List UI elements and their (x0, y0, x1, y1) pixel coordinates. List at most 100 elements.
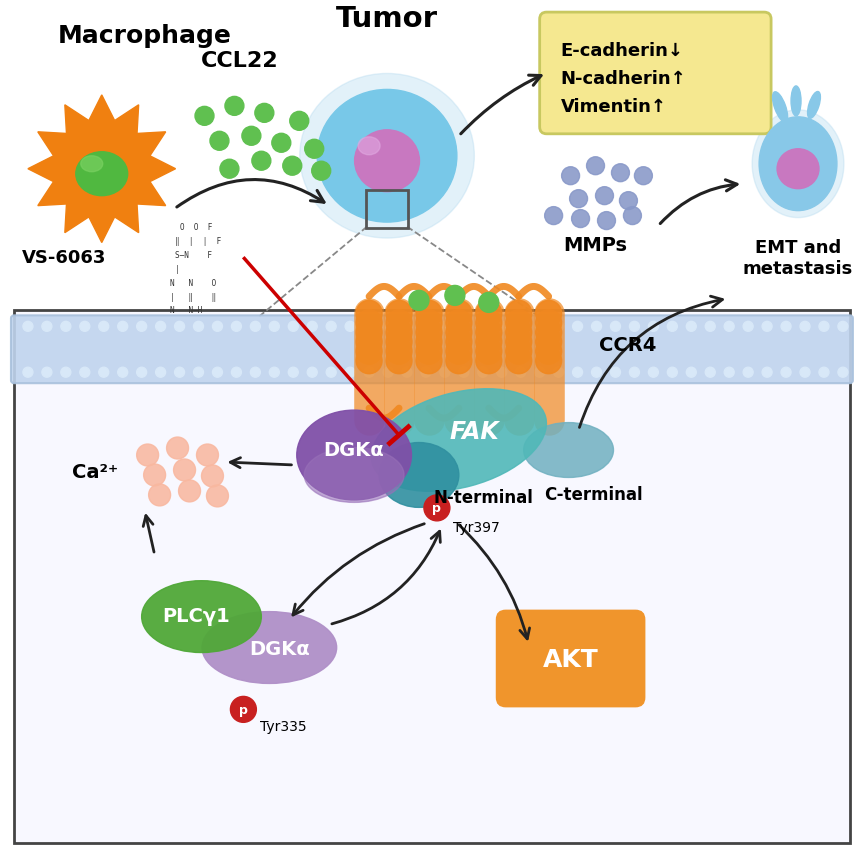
Circle shape (475, 301, 501, 326)
Circle shape (536, 329, 562, 355)
Circle shape (446, 320, 472, 345)
Circle shape (175, 321, 184, 332)
Text: ‖  |  |  F: ‖ | | F (175, 237, 221, 246)
Circle shape (386, 301, 412, 326)
Circle shape (80, 321, 90, 332)
Ellipse shape (202, 612, 337, 684)
Circle shape (178, 480, 201, 502)
Circle shape (562, 167, 579, 185)
Text: N-terminal: N-terminal (434, 489, 533, 507)
Circle shape (202, 465, 223, 487)
Circle shape (475, 310, 501, 336)
Circle shape (705, 321, 715, 332)
Circle shape (479, 292, 499, 313)
Circle shape (220, 159, 239, 178)
Circle shape (193, 321, 204, 332)
Circle shape (819, 321, 829, 332)
Circle shape (572, 210, 590, 228)
Circle shape (137, 321, 146, 332)
Text: |   ‖    ‖: | ‖ ‖ (170, 293, 216, 302)
Circle shape (459, 368, 469, 377)
Circle shape (364, 368, 374, 377)
Circle shape (42, 321, 52, 332)
Circle shape (596, 186, 613, 204)
Ellipse shape (317, 89, 457, 222)
Circle shape (586, 156, 604, 174)
Ellipse shape (772, 92, 787, 122)
Circle shape (193, 368, 204, 377)
Circle shape (416, 338, 442, 364)
Circle shape (402, 368, 412, 377)
Text: N-cadherin↑: N-cadherin↑ (560, 70, 687, 88)
Circle shape (210, 131, 229, 150)
Circle shape (288, 321, 298, 332)
Circle shape (118, 321, 127, 332)
Circle shape (536, 338, 562, 364)
Circle shape (668, 321, 677, 332)
Circle shape (545, 207, 563, 224)
Text: DGKα: DGKα (249, 640, 310, 659)
Circle shape (137, 444, 158, 466)
Circle shape (686, 321, 696, 332)
Circle shape (611, 321, 620, 332)
Circle shape (459, 321, 469, 332)
FancyBboxPatch shape (11, 315, 853, 383)
Circle shape (356, 320, 382, 345)
Circle shape (364, 321, 374, 332)
Text: EMT and
metastasis: EMT and metastasis (743, 239, 853, 278)
Circle shape (312, 161, 331, 180)
Text: N   N—H: N N—H (170, 306, 202, 315)
Circle shape (383, 321, 393, 332)
Text: PLCγ1: PLCγ1 (163, 607, 230, 626)
Circle shape (250, 321, 261, 332)
Circle shape (307, 368, 317, 377)
Circle shape (346, 321, 355, 332)
Circle shape (800, 321, 810, 332)
Text: Tyr397: Tyr397 (453, 521, 500, 535)
Text: VS-6063: VS-6063 (22, 249, 107, 267)
Circle shape (536, 301, 562, 326)
Circle shape (781, 368, 791, 377)
Circle shape (506, 320, 532, 345)
Text: |: | (175, 265, 179, 274)
Text: p: p (239, 704, 248, 717)
Ellipse shape (379, 442, 459, 508)
Circle shape (536, 310, 562, 336)
Circle shape (619, 192, 637, 210)
Circle shape (80, 368, 90, 377)
Text: Macrophage: Macrophage (58, 24, 232, 48)
Circle shape (506, 348, 532, 374)
Circle shape (475, 329, 501, 355)
Circle shape (686, 368, 696, 377)
Circle shape (800, 368, 810, 377)
Circle shape (819, 368, 829, 377)
Circle shape (61, 368, 71, 377)
Circle shape (416, 310, 442, 336)
Circle shape (23, 368, 33, 377)
Circle shape (762, 321, 772, 332)
Text: AKT: AKT (543, 648, 598, 672)
Circle shape (356, 348, 382, 374)
Circle shape (743, 368, 753, 377)
Text: Vimentin↑: Vimentin↑ (560, 98, 667, 116)
Circle shape (424, 495, 449, 521)
Circle shape (402, 321, 412, 332)
Circle shape (516, 368, 526, 377)
Circle shape (242, 126, 261, 145)
Circle shape (230, 697, 256, 722)
Circle shape (446, 310, 472, 336)
Text: Ca²⁺: Ca²⁺ (72, 464, 118, 483)
Circle shape (416, 329, 442, 355)
Polygon shape (28, 94, 176, 242)
Circle shape (649, 321, 658, 332)
Ellipse shape (524, 423, 613, 478)
Circle shape (572, 368, 583, 377)
Circle shape (356, 329, 382, 355)
Circle shape (383, 368, 393, 377)
Circle shape (283, 156, 301, 175)
Circle shape (506, 338, 532, 364)
Text: CCR4: CCR4 (598, 336, 656, 355)
Circle shape (326, 368, 336, 377)
Circle shape (212, 368, 223, 377)
Circle shape (762, 368, 772, 377)
